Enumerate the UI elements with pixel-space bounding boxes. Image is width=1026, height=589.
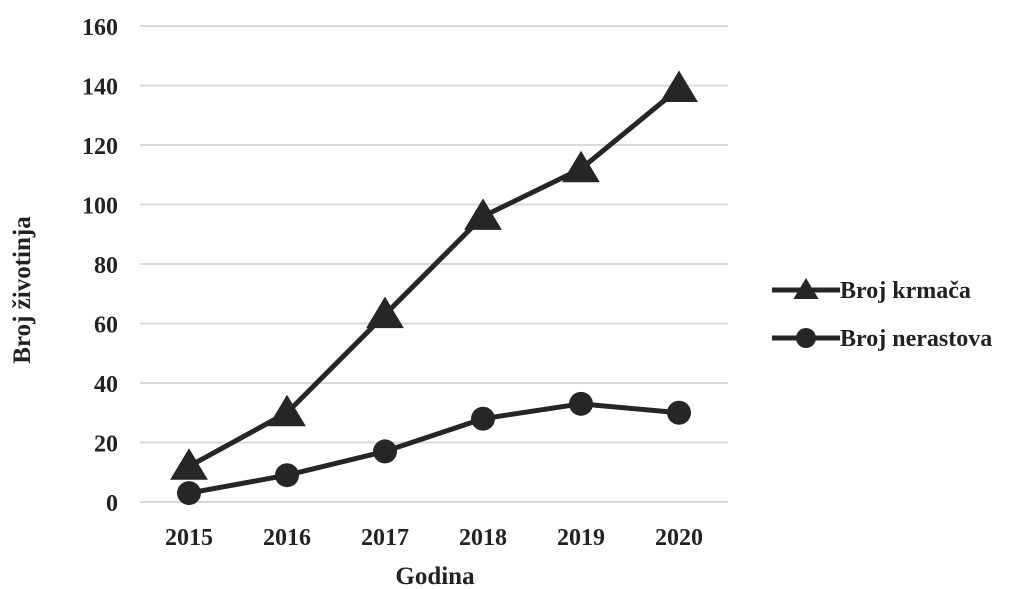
data-point-circle <box>667 400 691 425</box>
legend-label: Broj krmača <box>840 278 971 304</box>
data-point-circle <box>569 391 593 416</box>
legend-marker-triangle <box>793 278 819 299</box>
y-tick-label: 100 <box>82 194 118 220</box>
legend-item-1: Broj krmača <box>772 278 971 304</box>
data-point-triangle <box>660 70 698 102</box>
x-tick-label: 2019 <box>557 525 605 551</box>
y-tick-label: 60 <box>94 313 118 339</box>
data-point-circle <box>177 481 201 506</box>
x-tick-label: 2020 <box>655 525 703 551</box>
y-tick-label: 140 <box>82 75 118 101</box>
y-tick-label: 20 <box>94 432 118 458</box>
legend-marker-circle <box>796 328 816 348</box>
y-tick-label: 120 <box>82 134 118 160</box>
x-tick-label: 2017 <box>361 525 409 551</box>
y-tick-label: 160 <box>82 15 118 41</box>
x-tick-label: 2015 <box>165 525 213 551</box>
y-tick-label: 80 <box>94 253 118 279</box>
legend-item-2: Broj nerastova <box>772 326 992 352</box>
x-tick-label: 2018 <box>459 525 507 551</box>
y-tick-label: 40 <box>94 372 118 398</box>
x-tick-label: 2016 <box>263 525 311 551</box>
y-tick-label: 0 <box>106 491 118 517</box>
data-point-triangle <box>464 198 502 230</box>
data-point-triangle <box>170 448 208 480</box>
data-point-circle <box>275 463 299 488</box>
series-line <box>188 401 680 496</box>
data-point-triangle <box>562 150 600 183</box>
legend-label: Broj nerastova <box>840 326 992 352</box>
series-line <box>187 86 681 469</box>
legend: Broj krmača Broj nerastova <box>772 278 992 352</box>
data-point-triangle <box>366 296 404 329</box>
data-point-circle <box>471 406 495 431</box>
data-point-triangle <box>268 394 306 427</box>
series-group <box>170 70 698 506</box>
y-axis-title: Broj životinja <box>9 216 36 364</box>
y-axis-ticks: 0 20 40 60 80 100 120 140 160 <box>82 15 118 517</box>
x-axis-title: Godina <box>395 563 475 589</box>
series-1 <box>170 70 698 480</box>
data-point-circle <box>373 439 397 464</box>
x-axis-ticks: 2015 2016 2017 2018 2019 2020 <box>165 525 703 551</box>
series-2 <box>177 391 691 506</box>
